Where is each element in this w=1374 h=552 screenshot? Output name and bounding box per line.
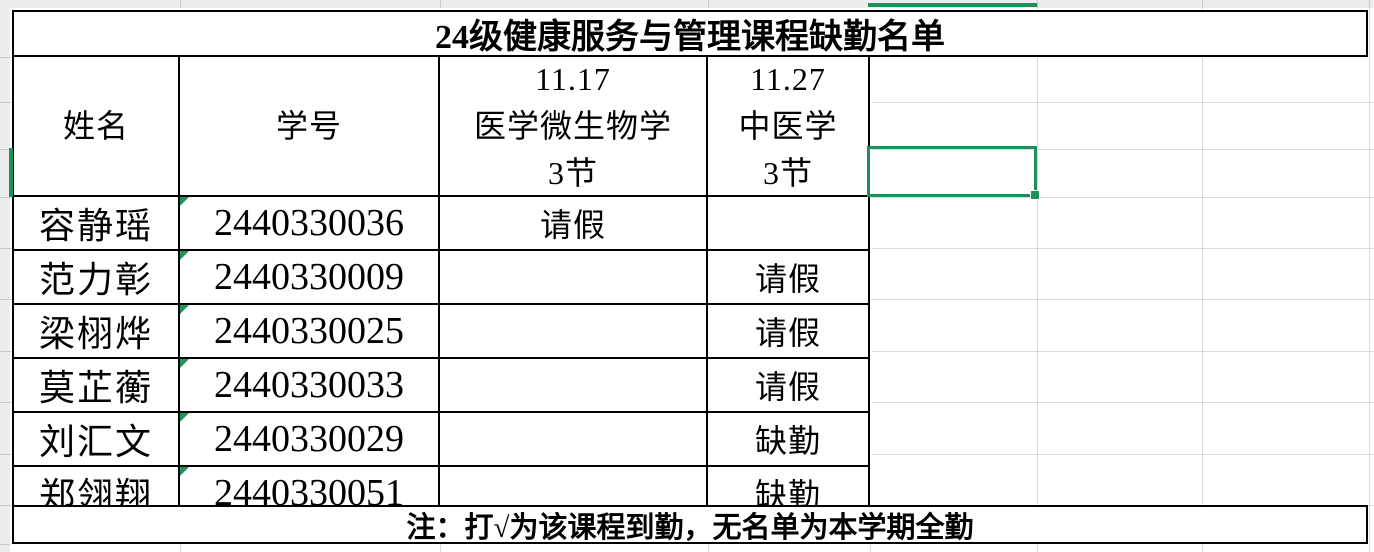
header-name[interactable]: 姓名 <box>14 57 180 197</box>
header-session1[interactable]: 11.17 医学微生物学 3节 <box>440 57 708 197</box>
cell-name[interactable]: 容静瑶 <box>14 197 180 251</box>
session1-course: 医学微生物学 <box>473 107 672 144</box>
row-separator <box>0 505 10 506</box>
cell-name[interactable]: 梁栩烨 <box>14 305 180 359</box>
row-separator <box>0 454 10 455</box>
student-id-text: 2440330033 <box>214 364 404 406</box>
gridline <box>1202 8 1203 552</box>
cell-session2-status[interactable]: 请假 <box>708 251 870 305</box>
column-separator <box>708 0 709 8</box>
gridline <box>1037 8 1038 552</box>
column-separator <box>180 0 181 8</box>
cell-session2-status[interactable]: 缺勤 <box>708 413 870 467</box>
cell-student-id[interactable]: 2440330033 <box>180 359 440 413</box>
number-as-text-indicator-icon <box>180 359 189 368</box>
cell-student-id[interactable]: 2440330025 <box>180 305 440 359</box>
selected-row-indicator <box>9 148 13 197</box>
number-as-text-indicator-icon <box>180 197 189 206</box>
cell-session1-status[interactable]: 请假 <box>440 197 708 251</box>
student-id-text: 2440330029 <box>214 418 404 460</box>
footnote-cell[interactable]: 注：打√为该课程到勤，无名单为本学期全勤 <box>12 505 1368 544</box>
table-row: 范力彰 2440330009 请假 <box>14 251 872 305</box>
cell-name[interactable]: 刘汇文 <box>14 413 180 467</box>
number-as-text-indicator-icon <box>180 251 189 260</box>
session2-course: 中医学 <box>738 107 838 144</box>
table-title-cell[interactable]: 24级健康服务与管理课程缺勤名单 <box>12 10 1368 57</box>
column-separator <box>1037 0 1038 8</box>
column-separator <box>1369 0 1370 8</box>
header-student-id[interactable]: 学号 <box>180 57 440 197</box>
student-id-text: 2440330025 <box>214 310 404 352</box>
cell-session1-status[interactable] <box>440 305 708 359</box>
row-separator <box>0 197 10 198</box>
gridline <box>440 544 441 552</box>
selected-column-indicator <box>868 3 1037 7</box>
session2-date: 11.27 <box>750 60 826 97</box>
student-id-text: 2440330009 <box>214 256 404 298</box>
row-separator <box>0 544 10 545</box>
table-row: 莫芷蘅 2440330033 请假 <box>14 359 872 413</box>
gridline <box>708 544 709 552</box>
fill-handle[interactable] <box>1030 190 1040 200</box>
row-separator <box>0 351 10 352</box>
table-row: 容静瑶 2440330036 请假 <box>14 197 872 251</box>
row-separator <box>0 149 10 150</box>
column-separator <box>1202 0 1203 8</box>
row-separator <box>0 248 10 249</box>
number-as-text-indicator-icon <box>180 467 189 476</box>
cell-student-id[interactable]: 2440330009 <box>180 251 440 305</box>
cell-session2-status[interactable] <box>708 197 870 251</box>
column-headers-strip[interactable] <box>0 0 1374 8</box>
header-session2[interactable]: 11.27 中医学 3节 <box>708 57 870 197</box>
cell-session2-status[interactable]: 请假 <box>708 305 870 359</box>
row-separator <box>0 402 10 403</box>
cell-session1-status[interactable] <box>440 413 708 467</box>
cell-session1-status[interactable] <box>440 359 708 413</box>
number-as-text-indicator-icon <box>180 305 189 314</box>
student-id-text: 2440330036 <box>214 202 404 244</box>
attendance-table: 24级健康服务与管理课程缺勤名单 姓名 学号 11.17 医学微生物学 3节 1… <box>12 10 1368 544</box>
row-headers-strip[interactable] <box>0 0 10 552</box>
gridline <box>870 544 871 552</box>
cell-name[interactable]: 莫芷蘅 <box>14 359 180 413</box>
gridline <box>1369 8 1370 552</box>
table-row: 刘汇文 2440330029 缺勤 <box>14 413 872 467</box>
selection-outline <box>867 146 1040 200</box>
cell-name[interactable]: 范力彰 <box>14 251 180 305</box>
cell-session2-status[interactable]: 请假 <box>708 359 870 413</box>
gridline <box>180 544 181 552</box>
cell-session1-status[interactable] <box>440 251 708 305</box>
cell-student-id[interactable]: 2440330036 <box>180 197 440 251</box>
row-separator <box>0 102 10 103</box>
number-as-text-indicator-icon <box>180 413 189 422</box>
header-row: 姓名 学号 11.17 医学微生物学 3节 11.27 中医学 3节 <box>14 57 872 197</box>
table-grid: 姓名 学号 11.17 医学微生物学 3节 11.27 中医学 3节 容静瑶 2… <box>12 57 872 519</box>
session2-lessons: 3节 <box>762 154 813 191</box>
cell-student-id[interactable]: 2440330029 <box>180 413 440 467</box>
row-separator <box>0 299 10 300</box>
column-separator <box>440 0 441 8</box>
table-row: 梁栩烨 2440330025 请假 <box>14 305 872 359</box>
row-separator <box>0 57 10 58</box>
session1-date: 11.17 <box>535 60 611 97</box>
session1-lessons: 3节 <box>547 154 598 191</box>
